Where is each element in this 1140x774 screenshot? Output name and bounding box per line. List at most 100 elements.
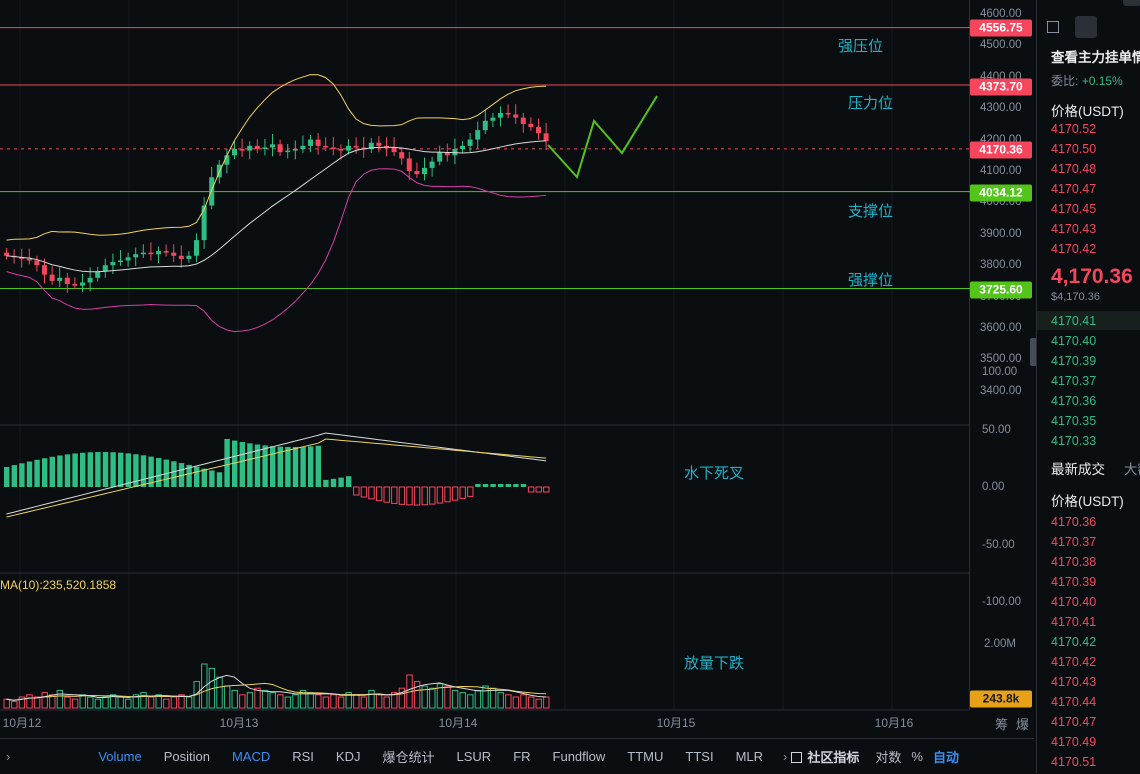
volume-tick: 2.00M (984, 638, 1016, 650)
layout-asks-icon[interactable] (1075, 16, 1097, 38)
macd-histogram-bar (413, 486, 421, 506)
last-price-usd: $4,170.36 (1051, 291, 1100, 303)
macd-histogram-bar (459, 486, 466, 499)
liquidation-icon[interactable]: 爆 (1016, 717, 1030, 732)
tab-mlr[interactable]: MLR (735, 749, 764, 764)
tab-ttsi[interactable]: TTSI (685, 749, 714, 764)
macd-histogram-bar (482, 484, 489, 487)
tab-macd[interactable]: MACD (231, 749, 271, 764)
macd-dif-line (6, 432, 547, 515)
candle-body (42, 265, 47, 275)
macd-histogram-bar (148, 456, 154, 487)
candle-body (315, 139, 321, 146)
trade-row[interactable]: 4170.51 (1051, 755, 1097, 769)
ask-row[interactable]: 4170.47 (1051, 182, 1097, 196)
best-bid-highlight (1037, 311, 1140, 330)
ask-row[interactable]: 4170.48 (1051, 162, 1097, 176)
ask-row[interactable]: 4170.43 (1051, 222, 1097, 236)
volume-bar (178, 694, 185, 709)
percent-scale-toggle[interactable]: % (911, 749, 923, 764)
volume-bar (3, 698, 10, 709)
volume-bar (474, 689, 482, 709)
volume-bar (64, 696, 71, 709)
bid-row[interactable]: 4170.36 (1051, 394, 1097, 408)
macd-histogram-bar (527, 486, 535, 493)
candle-body (110, 262, 116, 266)
community-indicators-button[interactable]: 社区指标 (791, 747, 859, 766)
volume-bar (307, 692, 314, 709)
tab-ttmu[interactable]: TTMU (627, 749, 664, 764)
tab-fundflow[interactable]: Fundflow (552, 749, 606, 764)
tab-lsur[interactable]: LSUR (456, 749, 492, 764)
tab-rsi[interactable]: RSI (292, 749, 314, 764)
panel-resize-handle[interactable] (1030, 338, 1038, 366)
main-orders-link[interactable]: 查看主力挂单情 (1051, 50, 1140, 65)
candle-body (292, 149, 298, 151)
macd-histogram-bar (171, 461, 177, 487)
macd-histogram-bar (57, 455, 63, 487)
bid-row[interactable]: 4170.41 (1051, 314, 1097, 328)
trade-row[interactable]: 4170.42 (1051, 635, 1097, 649)
tab-volume[interactable]: Volume (98, 749, 142, 764)
volume-bar (345, 692, 352, 709)
candle-body (171, 252, 177, 256)
log-scale-toggle[interactable]: 对数 (875, 750, 902, 765)
projection-path (547, 95, 658, 179)
volume-bar (216, 676, 223, 709)
strong-support-tag: 3725.60 (970, 281, 1032, 299)
volume-bar (284, 696, 292, 709)
price-tick: 4100.00 (980, 165, 1022, 177)
ask-row[interactable]: 4170.45 (1051, 202, 1097, 216)
trade-row[interactable]: 4170.43 (1051, 675, 1097, 689)
trade-row[interactable]: 4170.44 (1051, 695, 1097, 709)
trade-row[interactable]: 4170.40 (1051, 595, 1097, 609)
layout-both-icon[interactable] (1047, 21, 1059, 33)
trade-row[interactable]: 4170.47 (1051, 715, 1097, 729)
tab-liquidation-stats[interactable]: 爆仓统计 (382, 750, 435, 765)
trade-row[interactable]: 4170.38 (1051, 555, 1097, 569)
tab-latest-trades[interactable]: 最新成交 (1051, 462, 1105, 477)
current-price-tag: 4170.36 (970, 141, 1032, 159)
volume-bar (337, 696, 345, 709)
ask-row[interactable]: 4170.42 (1051, 242, 1097, 256)
tab-large-trades[interactable]: 大额 (1124, 462, 1140, 477)
volume-bar (383, 696, 390, 709)
candle-body (467, 139, 473, 146)
macd-histogram-bar (95, 452, 101, 487)
macd-histogram-bar (42, 458, 48, 487)
more-tabs-arrow-icon[interactable]: › (783, 749, 788, 764)
bid-row[interactable]: 4170.40 (1051, 334, 1097, 348)
bid-row[interactable]: 4170.35 (1051, 414, 1097, 428)
ask-row[interactable]: 4170.52 (1051, 122, 1097, 136)
scroll-left-arrow-icon[interactable]: › (6, 749, 11, 764)
macd-histogram-bar (330, 478, 337, 487)
chip-distribution-icon[interactable]: 筹 (995, 717, 1009, 732)
volume-bar (26, 694, 33, 709)
macd-histogram-bar (498, 484, 504, 487)
bid-row[interactable]: 4170.33 (1051, 434, 1097, 448)
macd-histogram-bar (209, 470, 215, 487)
trade-row[interactable]: 4170.39 (1051, 575, 1097, 589)
ask-row[interactable]: 4170.50 (1051, 142, 1097, 156)
tab-position[interactable]: Position (163, 749, 210, 764)
bid-row[interactable]: 4170.39 (1051, 354, 1097, 368)
auto-scale-toggle[interactable]: 自动 (932, 750, 959, 765)
macd-tick: 50.00 (982, 423, 1011, 436)
candle-body (346, 145, 351, 151)
layout-bids-icon[interactable] (1123, 0, 1140, 6)
candle-body (300, 145, 306, 150)
trade-row[interactable]: 4170.37 (1051, 535, 1097, 549)
candlestick-chart[interactable] (0, 0, 970, 738)
tab-kdj[interactable]: KDJ (335, 749, 361, 764)
candle-body (254, 145, 260, 150)
candle-body (156, 251, 161, 255)
volume-bar (254, 687, 261, 709)
trade-row[interactable]: 4170.42 (1051, 655, 1097, 669)
candle-body (49, 274, 55, 281)
macd-histogram-bar (505, 484, 511, 487)
bid-row[interactable]: 4170.37 (1051, 374, 1097, 388)
trade-row[interactable]: 4170.36 (1051, 515, 1097, 529)
trade-row[interactable]: 4170.41 (1051, 615, 1097, 629)
trade-row[interactable]: 4170.49 (1051, 735, 1097, 749)
tab-fr[interactable]: FR (513, 749, 531, 764)
